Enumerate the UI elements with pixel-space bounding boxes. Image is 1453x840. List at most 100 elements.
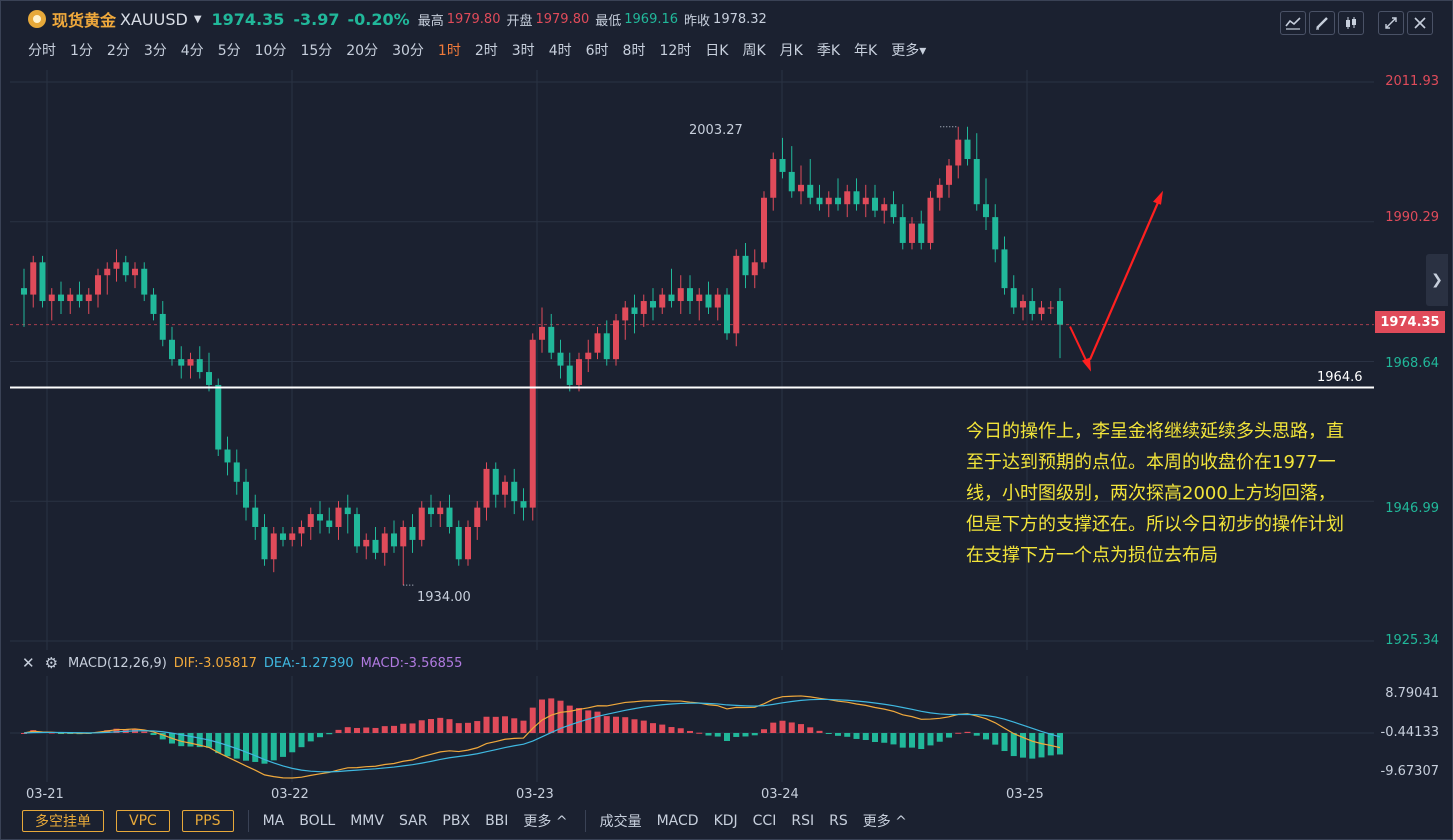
period-tab[interactable]: 4分 <box>180 43 204 59</box>
macd-bar <box>825 733 832 734</box>
candle-style-icon[interactable] <box>1338 11 1364 35</box>
macd-bar <box>909 733 915 748</box>
macd-bar <box>391 725 397 733</box>
low-label: 最低 <box>595 13 622 29</box>
period-tab[interactable]: 20分 <box>346 43 379 59</box>
macd-bar <box>585 710 592 733</box>
candle-body <box>492 468 499 495</box>
period-tab[interactable]: 年K <box>854 43 878 59</box>
y-tick-label: 1925.34 <box>1385 633 1439 648</box>
period-tab[interactable]: 1分 <box>70 43 93 59</box>
macd-bar <box>224 733 231 757</box>
expand-icon[interactable] <box>1378 11 1404 35</box>
candle-body <box>178 359 185 366</box>
candle-body <box>705 294 712 308</box>
indicator-bbi[interactable]: BBI <box>485 813 509 829</box>
candle-body <box>58 294 64 302</box>
macd-bar <box>344 727 351 733</box>
indicator-kdj[interactable]: KDJ <box>713 813 738 829</box>
indicator-ma[interactable]: MA <box>262 813 285 829</box>
candle-body <box>955 139 962 166</box>
period-tab[interactable]: 日K <box>705 43 729 59</box>
macd-bar <box>280 733 286 757</box>
period-tab[interactable]: 15分 <box>300 43 333 59</box>
more-sub-indicators[interactable]: 更多 ^ <box>862 814 907 830</box>
line-chart-icon[interactable] <box>1280 11 1306 35</box>
indicator-pbx[interactable]: PBX <box>442 813 471 829</box>
symbol-name[interactable]: 现货黄金 <box>52 11 117 30</box>
macd-bar <box>243 733 249 761</box>
indicator-rs[interactable]: RS <box>829 813 848 829</box>
candle-body <box>270 533 277 560</box>
price-chart[interactable] <box>10 70 1374 650</box>
up-arrowhead <box>1153 190 1163 205</box>
settings-icon[interactable]: ⚙ <box>44 654 59 672</box>
period-tab[interactable]: 3分 <box>143 43 167 59</box>
candle-body <box>511 481 518 502</box>
pps-button[interactable]: PPS <box>181 810 234 832</box>
candle-body <box>428 507 434 515</box>
period-tab[interactable]: 更多▾ <box>891 43 927 59</box>
period-tab[interactable]: 4时 <box>548 43 572 59</box>
candle-body <box>733 255 740 334</box>
macd-chart[interactable] <box>10 676 1374 782</box>
period-tab[interactable]: 月K <box>779 43 803 59</box>
period-tab[interactable]: 分时 <box>28 43 56 59</box>
macd-bar <box>557 700 564 733</box>
macd-bar <box>483 716 490 733</box>
macd-bar <box>261 733 268 764</box>
period-tab[interactable]: 3时 <box>511 43 535 59</box>
macd-bar <box>566 705 573 733</box>
macd-bar <box>788 722 795 733</box>
period-tab[interactable]: 6时 <box>585 43 609 59</box>
draw-icon[interactable] <box>1309 11 1335 35</box>
macd-bar <box>233 733 240 759</box>
long-short-order-button[interactable]: 多空挂单 <box>22 810 104 832</box>
vpc-button[interactable]: VPC <box>116 810 170 832</box>
down-arrowhead <box>1082 357 1091 372</box>
macd-bar <box>372 727 379 733</box>
indicator-boll[interactable]: BOLL <box>299 813 336 829</box>
period-tab[interactable]: 8时 <box>622 43 646 59</box>
macd-bar <box>1020 733 1026 758</box>
side-panel-toggle-icon[interactable]: ❯ <box>1426 254 1448 306</box>
indicator-mmv[interactable]: MMV <box>350 813 384 829</box>
candle-body <box>973 159 980 205</box>
symbol-dropdown-icon[interactable]: ▼ <box>193 13 202 25</box>
close-indicator-icon[interactable]: ✕ <box>22 654 35 672</box>
candle-body <box>455 526 462 560</box>
indicator-volume[interactable]: 成交量 <box>599 814 642 830</box>
candle-body <box>409 526 416 540</box>
candle-body <box>677 288 684 302</box>
candle-body <box>788 171 795 192</box>
period-tab[interactable]: 季K <box>816 43 841 59</box>
candle-body <box>862 197 869 205</box>
period-tab[interactable]: 12时 <box>659 43 692 59</box>
candle-body <box>196 359 203 373</box>
candle-body <box>502 481 508 495</box>
macd-bar <box>21 733 27 734</box>
period-tab[interactable]: 5分 <box>217 43 241 59</box>
period-tab[interactable]: 2分 <box>106 43 130 59</box>
indicator-cci[interactable]: CCI <box>752 813 777 829</box>
period-tab[interactable]: 1时 <box>437 43 461 59</box>
indicator-macd[interactable]: MACD <box>656 813 699 829</box>
period-tab[interactable]: 周K <box>742 43 766 59</box>
macd-bar <box>307 733 314 742</box>
macd-bar <box>113 728 120 733</box>
period-tab[interactable]: 2时 <box>474 43 498 59</box>
indicator-sar[interactable]: SAR <box>398 813 428 829</box>
macd-bar <box>936 733 943 742</box>
candle-body <box>252 507 259 527</box>
more-main-indicators[interactable]: 更多 ^ <box>523 814 568 830</box>
price-change: -3.97 <box>293 9 340 29</box>
period-tab[interactable]: 30分 <box>392 43 424 59</box>
period-tab[interactable]: 10分 <box>254 43 287 59</box>
symbol-code[interactable]: XAUUSD <box>120 9 188 29</box>
macd-bar <box>196 733 203 748</box>
indicator-rsi[interactable]: RSI <box>791 813 815 829</box>
candle-body <box>1010 288 1017 308</box>
close-icon[interactable] <box>1407 11 1433 35</box>
candle-body <box>936 184 943 198</box>
candle-body <box>1029 301 1036 314</box>
